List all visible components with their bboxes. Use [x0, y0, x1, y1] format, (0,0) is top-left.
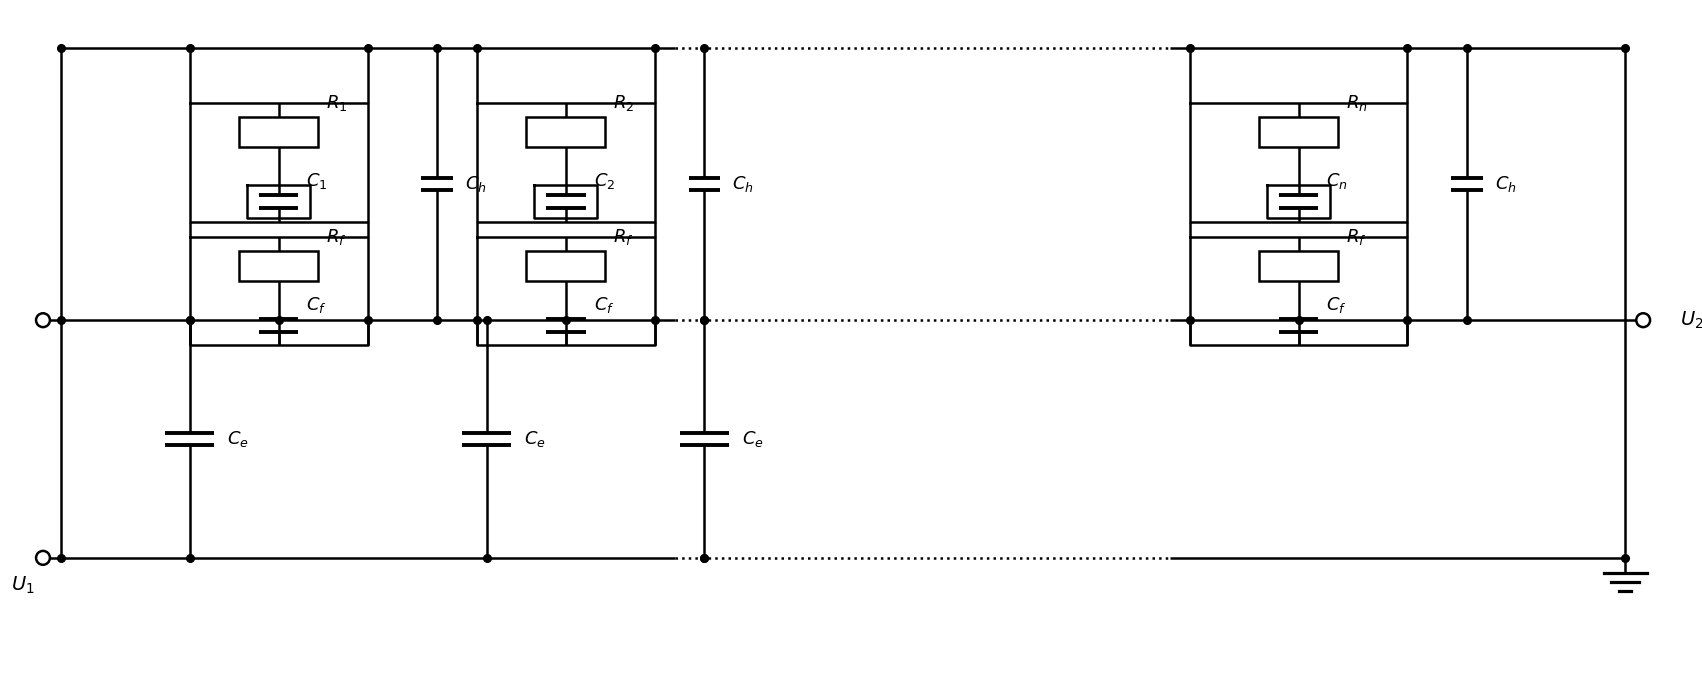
- Bar: [526, 251, 606, 280]
- Text: $R_f$: $R_f$: [327, 227, 347, 247]
- Text: $C_2$: $C_2$: [594, 171, 614, 191]
- Circle shape: [1636, 313, 1651, 327]
- Text: $C_h$: $C_h$: [465, 174, 487, 194]
- Bar: [1259, 251, 1338, 280]
- Bar: [1259, 117, 1338, 147]
- Text: $U_1$: $U_1$: [12, 575, 36, 596]
- Text: $R_f$: $R_f$: [613, 227, 633, 247]
- Text: $C_h$: $C_h$: [732, 174, 754, 194]
- Text: $C_f$: $C_f$: [594, 295, 614, 315]
- Text: $C_n$: $C_n$: [1326, 171, 1348, 191]
- Text: $C_e$: $C_e$: [226, 429, 248, 449]
- Text: $C_f$: $C_f$: [306, 295, 327, 315]
- Bar: [238, 117, 318, 147]
- Text: $R_2$: $R_2$: [613, 93, 635, 113]
- Circle shape: [36, 551, 49, 565]
- Text: $U_2$: $U_2$: [1680, 310, 1702, 331]
- Text: $R_n$: $R_n$: [1346, 93, 1368, 113]
- Text: $C_e$: $C_e$: [742, 429, 764, 449]
- Text: $C_f$: $C_f$: [1326, 295, 1346, 315]
- Circle shape: [36, 313, 49, 327]
- Text: $R_1$: $R_1$: [327, 93, 347, 113]
- Text: $C_1$: $C_1$: [306, 171, 328, 191]
- Text: $C_h$: $C_h$: [1494, 174, 1516, 194]
- Text: $C_e$: $C_e$: [524, 429, 546, 449]
- Bar: [238, 251, 318, 280]
- Bar: [526, 117, 606, 147]
- Text: $R_f$: $R_f$: [1346, 227, 1367, 247]
